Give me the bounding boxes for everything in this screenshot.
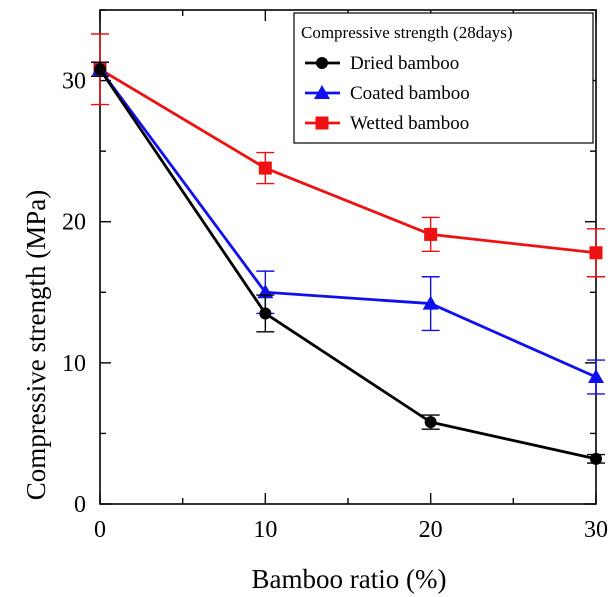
wetted-bamboo-point (258, 161, 272, 175)
legend-label-coated-bamboo: Coated bamboo (350, 83, 470, 104)
y-tick-label: 20 (62, 210, 86, 236)
dried-bamboo-line (98, 68, 597, 461)
legend-marker-wetted-bamboo (315, 116, 329, 130)
legend-item-dried-bamboo: Dried bamboo (305, 53, 459, 74)
x-tick-label: 0 (94, 517, 106, 543)
legend-title: Compressive strength (28days) (301, 23, 513, 42)
y-tick-label: 10 (62, 351, 86, 377)
coated-bamboo-point (422, 295, 439, 310)
legend-label-dried-bamboo: Dried bamboo (350, 53, 459, 74)
dried-bamboo-point (259, 307, 272, 320)
y-tick-label: 0 (74, 492, 86, 518)
y-tick-label: 30 (62, 69, 86, 95)
legend-item-coated-bamboo: Coated bamboo (305, 83, 470, 104)
x-tick-label: 30 (584, 517, 608, 543)
legend-marker-dried-bamboo (316, 57, 328, 69)
series-layer (91, 33, 605, 465)
dried-bamboo-point (94, 63, 106, 76)
legend-item-wetted-bamboo: Wetted bamboo (305, 113, 469, 134)
legend-label-wetted-bamboo: Wetted bamboo (350, 113, 469, 134)
wetted-bamboo-line (99, 68, 597, 255)
wetted-bamboo-point (589, 246, 603, 260)
legend-items: Dried bamboo Coated bamboo Wetted bamboo (305, 53, 470, 134)
legend: Compressive strength (28days) Dried bamb… (293, 12, 594, 144)
x-tick-label: 10 (253, 517, 277, 543)
axes: 0 10 20 30 0 10 20 30 (62, 9, 608, 543)
wetted-bamboo-point (424, 227, 438, 241)
legend-box (293, 12, 594, 144)
legend-marker-coated-bamboo (314, 85, 330, 99)
x-tick-label: 20 (419, 517, 443, 543)
coated-bamboo-line (98, 68, 597, 379)
series-dried-bamboo (91, 61, 605, 465)
dried-bamboo-point (424, 416, 437, 429)
coated-bamboo-point (588, 368, 604, 383)
x-axis-title: Bamboo ratio (%) (252, 564, 447, 594)
dried-bamboo-point (590, 452, 602, 465)
y-axis-title: Compressive strength (MPa) (21, 190, 51, 500)
